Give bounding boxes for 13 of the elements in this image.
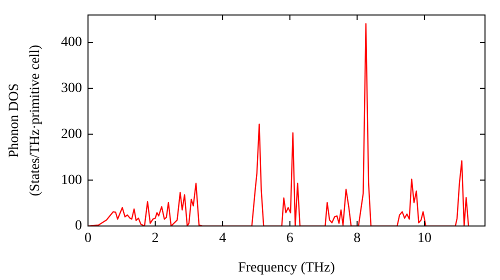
y-tick-label: 100 — [61, 172, 82, 188]
y-tick-label: 0 — [75, 218, 82, 234]
x-axis-title: Frequency (THz) — [238, 260, 336, 276]
x-tick-label: 0 — [84, 231, 92, 246]
x-tick-label: 6 — [286, 231, 294, 246]
y-tick-label: 300 — [61, 81, 82, 96]
x-tick-label: 8 — [354, 231, 361, 246]
x-tick-label: 2 — [152, 231, 159, 246]
y-tick-label: 400 — [61, 35, 82, 50]
x-tick-label: 4 — [219, 231, 226, 246]
x-tick-label: 10 — [417, 231, 432, 246]
y-axis-title: Phonon DOS (States/THz·primitive cell) — [7, 44, 44, 196]
y-tick-label: 200 — [61, 126, 82, 142]
